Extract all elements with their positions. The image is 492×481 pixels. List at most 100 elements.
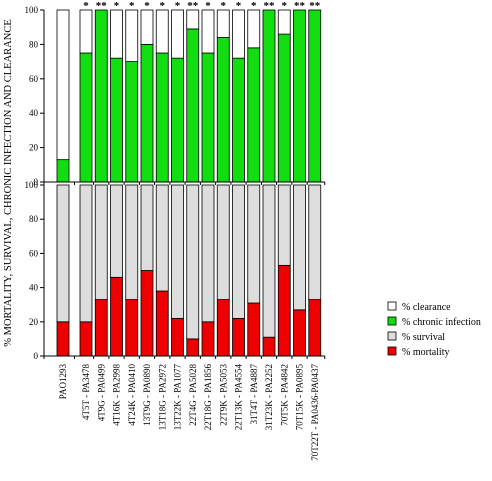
bottom-bar-mortality-1: [79, 321, 93, 357]
top-bar-clearance-10: [216, 9, 230, 38]
top-bar-clearance-12: [247, 9, 261, 49]
legend-label-1: % chronic infection: [402, 317, 481, 328]
bottom-bar-survival-14: [277, 184, 291, 266]
bottom-bar-mortality-11: [232, 317, 245, 357]
bottom-bar-mortality-12: [247, 302, 261, 357]
bottom-bar-survival-9: [201, 184, 215, 323]
top-bar-clearance-9: [201, 9, 215, 54]
category-label-14: 70T5K - PA4842: [279, 364, 289, 426]
significance-mark-11: *: [236, 0, 242, 12]
bottom-bar-mortality-10: [216, 299, 230, 357]
bottom-bar-survival-1: [79, 184, 93, 323]
legend-swatch-2: [387, 331, 397, 341]
category-label-15: 70T15K - PA0895: [295, 364, 305, 431]
top-bar-chronic-infection-4: [125, 61, 139, 183]
significance-mark-14: *: [282, 0, 288, 12]
bottom-bar-survival-8: [186, 184, 200, 340]
bottom-bar-survival-4: [125, 184, 139, 300]
bottom-y-tick-label-2: 40: [29, 283, 39, 293]
top-bar-clearance-14: [277, 9, 291, 35]
bottom-bar-survival-12: [247, 184, 261, 304]
significance-mark-13: **: [264, 0, 276, 12]
top-y-tick-label-2: 40: [29, 108, 39, 118]
bottom-bar-survival-11: [232, 184, 245, 319]
top-bar-chronic-infection-8: [186, 28, 200, 183]
category-label-8: 22T4G - PA5028: [188, 364, 198, 426]
bottom-bar-mortality-8: [186, 338, 200, 357]
bottom-bar-mortality-6: [155, 290, 169, 357]
category-label-11: 22T13K - PA4554: [234, 364, 244, 431]
top-y-tick-label-4: 80: [29, 39, 39, 49]
top-bar-chronic-infection-14: [277, 33, 291, 183]
bottom-bar-survival-2: [94, 184, 108, 300]
significance-mark-5: *: [144, 0, 150, 12]
bottom-bar-survival-7: [171, 184, 184, 319]
significance-mark-2: **: [96, 0, 108, 12]
bottom-bar-mortality-0: [56, 321, 70, 357]
category-label-0: PAO1293: [58, 364, 68, 400]
top-bar-clearance-5: [140, 9, 154, 45]
category-label-2: 4T9G - PA0499: [96, 364, 106, 422]
bottom-bar-mortality-13: [262, 336, 276, 357]
bottom-bar-survival-16: [308, 184, 322, 300]
category-label-1: 4T5T - PA3478: [81, 364, 91, 421]
bottom-bar-mortality-7: [171, 317, 184, 357]
bottom-bar-mortality-5: [140, 270, 154, 357]
bottom-y-tick-label-5: 100: [25, 180, 39, 190]
legend-swatch-1: [387, 316, 397, 326]
bottom-bar-mortality-14: [277, 264, 291, 357]
top-bar-clearance-7: [171, 9, 184, 59]
y-axis-label: % MORTALITY, SURVIVAL, CHRONIC INFECTION…: [3, 19, 14, 346]
top-bar-chronic-infection-16: [308, 9, 322, 183]
top-y-tick-label-1: 20: [29, 143, 39, 153]
category-labels: PAO1293 4T5T - PA3478 4T9G - PA0499 4T16K -…: [58, 364, 320, 461]
bottom-y-tick-label-3: 60: [29, 248, 39, 258]
legend-label-3: % mortality: [402, 347, 450, 358]
bottom-panel: 0 20 40 60 80 100: [25, 180, 326, 361]
category-label-5: 13T9G - PA0890: [142, 364, 152, 426]
legend-label-2: % survival: [402, 332, 445, 343]
top-bar-chronic-infection-2: [94, 9, 108, 183]
category-label-7: 13T22K - PA1077: [173, 364, 183, 431]
bottom-bar-survival-6: [155, 184, 169, 292]
bottom-y-tick-label-1: 20: [29, 317, 39, 327]
legend-label-0: % clearance: [402, 302, 451, 313]
bottom-y-tick-label-4: 80: [29, 214, 39, 224]
bottom-bar-mortality-2: [94, 299, 108, 357]
top-bar-chronic-infection-1: [79, 52, 93, 183]
bottom-bar-mortality-16: [308, 299, 322, 357]
top-bar-clearance-8: [186, 9, 200, 30]
category-label-12: 31T4T - PA4887: [249, 364, 259, 425]
category-label-13: 31T23K - PA2252: [264, 364, 274, 430]
bottom-bar-mortality-3: [110, 276, 123, 357]
top-bar-chronic-infection-6: [155, 52, 169, 183]
top-bar-chronic-infection-10: [216, 37, 230, 183]
bottom-bar-mortality-4: [125, 299, 139, 357]
bottom-bar-survival-3: [110, 184, 123, 278]
category-label-6: 13T18G - PA2972: [157, 364, 167, 430]
bottom-bar-survival-13: [262, 184, 276, 338]
top-bar-chronic-infection-5: [140, 44, 154, 183]
category-label-4: 4T24K - PA0410: [127, 364, 137, 426]
bottom-bar-survival-10: [216, 184, 230, 300]
significance-mark-10: *: [221, 0, 227, 12]
top-bar-clearance-1: [79, 9, 93, 54]
legend-swatch-0: [387, 301, 397, 311]
significance-mark-3: *: [114, 0, 120, 12]
top-y-tick-label-5: 100: [25, 5, 39, 15]
top-bar-clearance-11: [232, 9, 245, 59]
top-y-tick-label-3: 60: [29, 74, 39, 84]
significance-mark-4: *: [129, 0, 135, 12]
category-label-16: 70T22T - PA0436-PA0437: [310, 364, 320, 461]
significance-mark-6: *: [160, 0, 166, 12]
significance-mark-16: **: [309, 0, 321, 12]
significance-mark-8: **: [187, 0, 199, 12]
top-bar-chronic-infection-15: [293, 9, 306, 183]
bottom-bar-survival-5: [140, 184, 154, 271]
top-bar-clearance-0: [56, 9, 70, 161]
top-bar-chronic-infection-9: [201, 52, 215, 183]
significance-mark-7: *: [175, 0, 181, 12]
top-y-tick-label-0: 0: [34, 177, 39, 187]
